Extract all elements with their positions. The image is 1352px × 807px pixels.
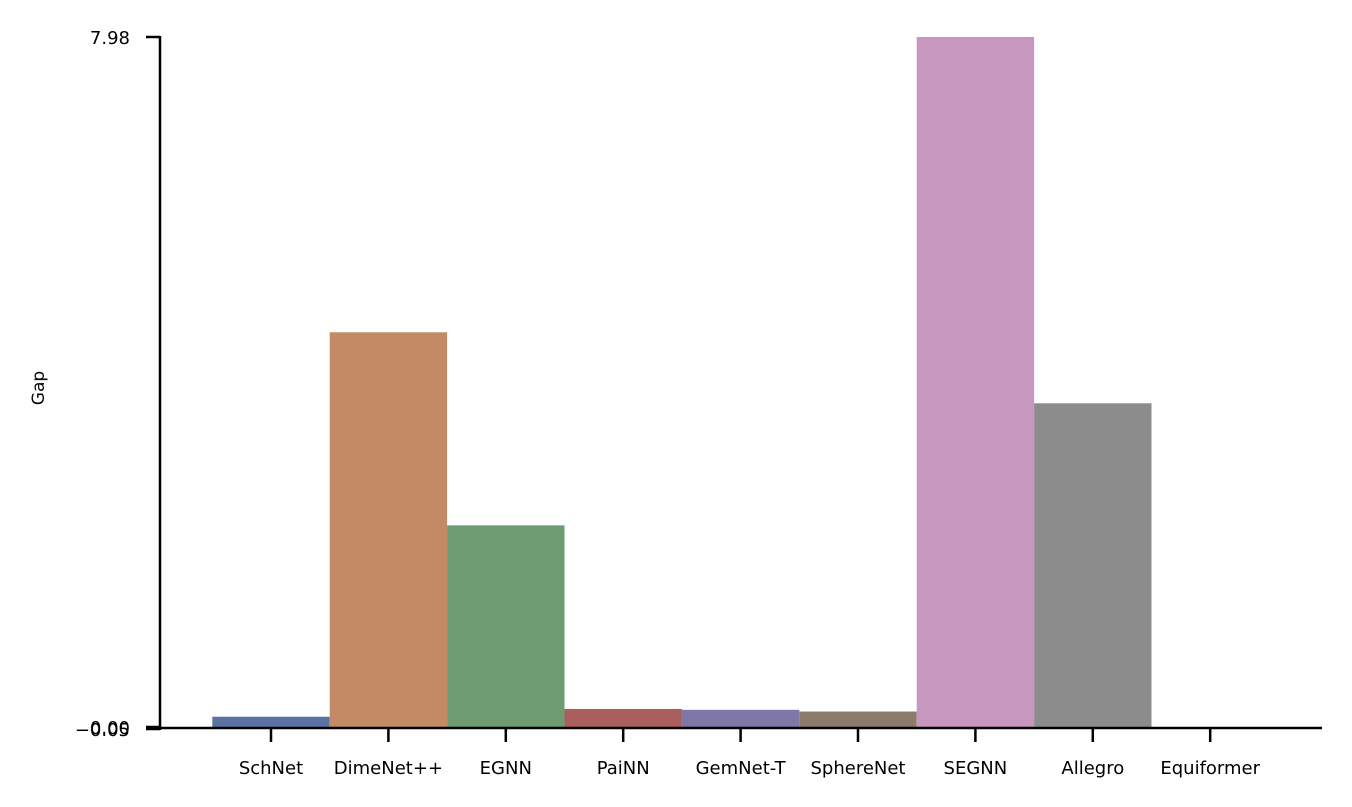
y-tick-label: 7.98 — [90, 28, 130, 49]
bar-egnn — [447, 525, 565, 728]
x-tick-label: SchNet — [239, 758, 303, 779]
y-axis-title: Gap — [29, 371, 49, 405]
bar-schnet — [212, 716, 330, 728]
bar-allegro — [1034, 403, 1152, 728]
x-tick-label: DimeNet++ — [334, 758, 443, 779]
bar-spherenet — [799, 711, 917, 728]
bar-segnn — [916, 37, 1035, 728]
x-tick-label: Equiformer — [1160, 758, 1260, 779]
x-tick-label: Allegro — [1061, 758, 1124, 779]
x-ticks-group: SchNet DimeNet++ EGNN PaiNN GemNet-T SphereNe… — [239, 728, 1261, 779]
bar-gemnet-t — [681, 709, 800, 728]
bar-dimenet- — [329, 332, 448, 728]
x-tick-label: EGNN — [480, 758, 532, 779]
x-tick-label: SphereNet — [810, 758, 905, 779]
y-tick-label: 0.00 — [90, 718, 130, 739]
bar-painn — [564, 708, 682, 728]
y-ticks-group: 7.98 0.00−0.05 — [75, 28, 160, 741]
x-tick-label: PaiNN — [597, 758, 650, 779]
x-tick-label: GemNet-T — [696, 758, 787, 779]
x-tick-label: SEGNN — [944, 758, 1008, 779]
bars-group — [212, 37, 1152, 728]
y-tick-label: −0.05 — [75, 720, 130, 741]
